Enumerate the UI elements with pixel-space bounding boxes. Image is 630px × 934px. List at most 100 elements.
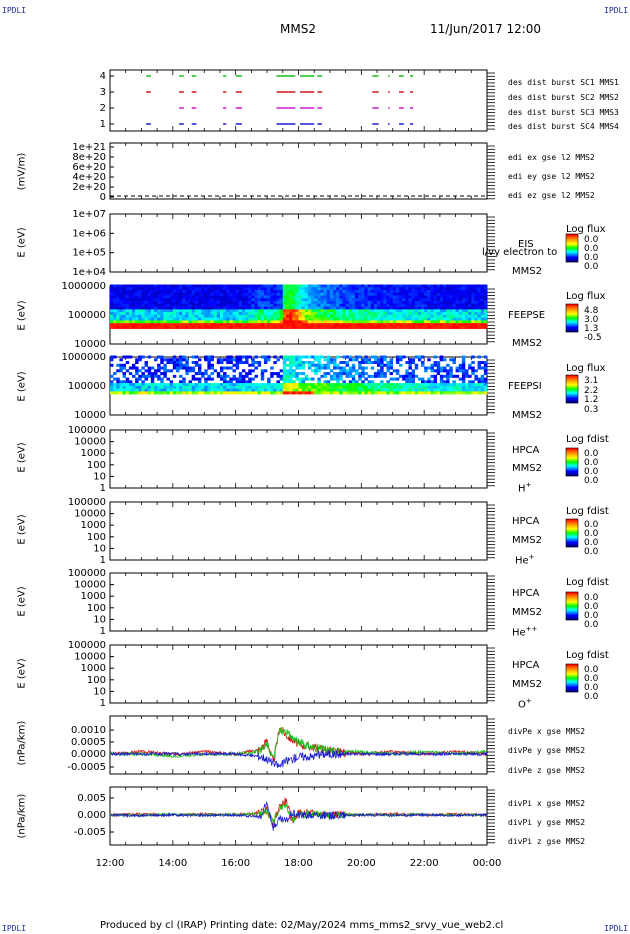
hpca_h-ytick-label-5: 1 [100,483,106,494]
spec-cell [116,284,120,288]
spec-cell [282,363,287,367]
spec-cell [392,314,397,318]
spec-cell [279,306,284,310]
spec-cell [430,306,434,310]
spec-cell [257,383,262,387]
spec-cell [364,317,368,321]
spec-cell [395,287,400,291]
spec-cell [339,361,343,365]
spec-cell [443,391,447,395]
spec-cell [304,388,309,392]
colorbar-cell [566,464,578,466]
spec-cell [345,388,350,392]
spec-cell [172,306,177,310]
spec-cell [251,303,255,307]
colorbar-cell [566,470,578,472]
spec-cell [336,320,340,324]
spec-cell [326,284,331,288]
colorbar-cell [566,537,578,539]
spec-cell [399,292,403,296]
spec-cell [351,292,356,296]
spec-cell [358,284,362,288]
colorbar-cell [566,331,578,333]
spec-cell [276,309,280,313]
spec-cell [229,323,233,327]
spec-cell [197,284,202,288]
colorbar-cell [566,402,578,404]
spec-cell [201,325,205,329]
spec-cell [373,312,378,316]
spec-cell [185,369,189,373]
spec-cell [113,383,117,387]
spec-cell [301,325,306,329]
spec-cell [329,323,334,327]
spec-cell [370,380,375,384]
spec-cell [421,363,425,367]
spec-cell [298,377,302,381]
spec-cell [166,361,170,365]
spec-cell [436,295,441,299]
x-tick-label-3: 18:00 [284,858,313,869]
spec-cell [389,385,394,389]
spec-cell [125,361,130,365]
spec-cell [383,383,387,387]
spec-cell [122,306,127,310]
spec-cell [380,303,384,307]
spec-cell [267,306,271,310]
spec-cell [446,380,450,384]
spec-cell [141,301,145,305]
spec-cell [245,391,249,395]
spec-cell [116,317,120,321]
spec-cell [326,309,331,313]
spec-cell [172,309,177,313]
spec-cell [135,383,139,387]
spec-cell [364,372,368,376]
spec-cell [263,317,268,321]
colorbar-cell [566,395,578,397]
spec-cell [320,295,324,299]
colorbar-cell [566,596,578,598]
colorbar-frame [565,303,579,333]
spec-cell [408,372,412,376]
spec-cell [116,292,120,296]
spec-cell [474,290,478,294]
spec-cell [201,292,205,296]
spec-cell [408,358,412,362]
spec-cell [474,369,478,373]
spec-cell [389,306,394,310]
eis-overlay-text: l/vy electron to [482,247,558,258]
spec-cell [402,374,406,378]
spec-cell [263,295,268,299]
spec-cell [279,301,284,305]
spec-cell [345,284,350,288]
spec-cell [295,314,299,318]
spec-cell [377,292,381,296]
spec-cell [285,292,290,296]
spec-cell [241,380,246,384]
colorbar-cell [566,310,578,312]
spec-cell [147,312,152,316]
spec-cell [279,292,284,296]
spec-cell [113,325,117,329]
spec-cell [351,303,356,307]
spec-cell [147,372,152,376]
spec-cell [229,312,233,316]
spec-cell [323,372,328,376]
spec-cell [157,385,161,389]
spec-cell [213,320,218,324]
spec-cell [370,309,375,313]
spec-cell [468,323,472,327]
spec-cell [238,355,243,359]
spec-cell [182,314,186,318]
spec-cell [270,290,274,294]
spec-cell [267,312,271,316]
spec-cell [471,355,475,359]
spec-cell [116,391,120,395]
spec-cell [229,317,233,321]
spec-cell [364,314,368,318]
spec-cell [241,290,246,294]
spec-cell [430,374,434,378]
spec-cell [458,377,463,381]
spec-cell [245,306,249,310]
spec-cell [333,301,337,305]
